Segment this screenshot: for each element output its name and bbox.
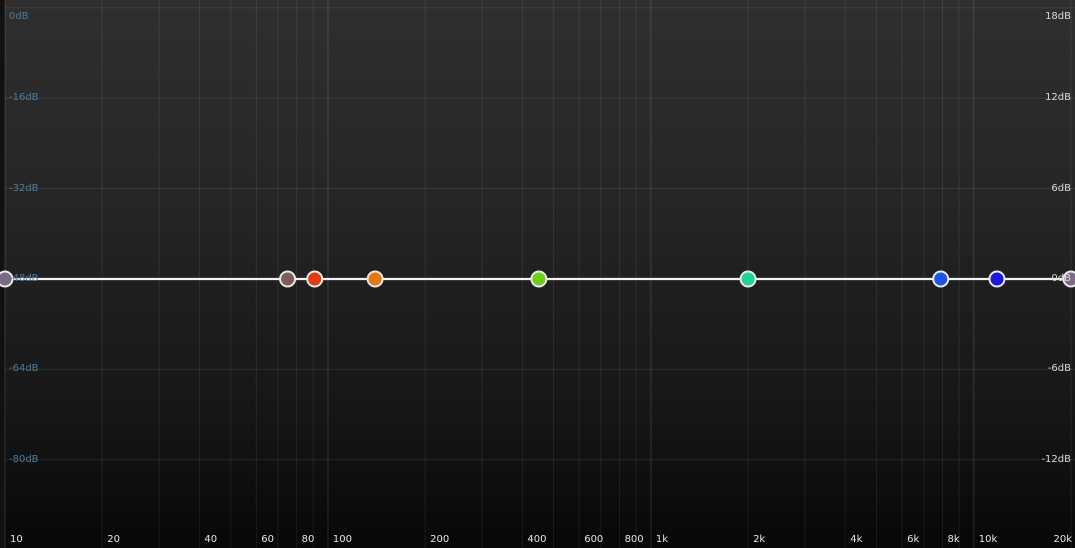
frequency-label: 8k [947, 534, 960, 545]
band-high-edge-node[interactable] [1062, 270, 1075, 288]
right-gain-label: -12dB [1041, 454, 1071, 465]
frequency-label: 6k [907, 534, 920, 545]
band-4-node[interactable] [530, 270, 548, 288]
frequency-label: 10 [10, 534, 23, 545]
frequency-label: 40 [204, 534, 218, 545]
frequency-label: 400 [527, 534, 547, 545]
right-gain-label: 6dB [1051, 183, 1071, 194]
band-3-node[interactable] [366, 270, 384, 288]
left-gain-label: 0dB [9, 11, 29, 22]
right-gain-label: 12dB [1045, 92, 1071, 103]
frequency-label: 600 [584, 534, 604, 545]
left-gain-label: -32dB [9, 183, 39, 194]
frequency-label: 1k [655, 534, 668, 545]
band-2-node[interactable] [306, 270, 324, 288]
frequency-label: 80 [301, 534, 315, 545]
frequency-label: 20 [107, 534, 120, 545]
band-7-node[interactable] [988, 270, 1006, 288]
frequency-label: 100 [332, 534, 353, 545]
left-gain-label: -16dB [9, 92, 39, 103]
frequency-label: 800 [624, 534, 644, 545]
right-gain-label: 0dB [1051, 273, 1071, 284]
right-gain-label: -6dB [1047, 363, 1071, 374]
frequency-label: 10k [978, 534, 998, 545]
left-gain-label: -80dB [9, 454, 39, 465]
left-gain-label: -64dB [9, 363, 39, 374]
frequency-label: 20k [1053, 534, 1072, 545]
gain-gridlines [5, 7, 1075, 461]
right-gain-label: 18dB [1045, 11, 1071, 22]
frequency-label: 60 [261, 534, 275, 545]
frequency-label: 200 [430, 534, 450, 545]
band-6-node[interactable] [932, 270, 950, 288]
band-low-edge-node[interactable] [0, 270, 14, 288]
band-1-node[interactable] [279, 270, 297, 288]
band-5-node[interactable] [739, 270, 757, 288]
frequency-label: 2k [753, 534, 766, 545]
eq-band-nodes [0, 270, 1075, 288]
frequency-label: 4k [850, 534, 863, 545]
left-gain-label: -48dB [9, 273, 39, 284]
